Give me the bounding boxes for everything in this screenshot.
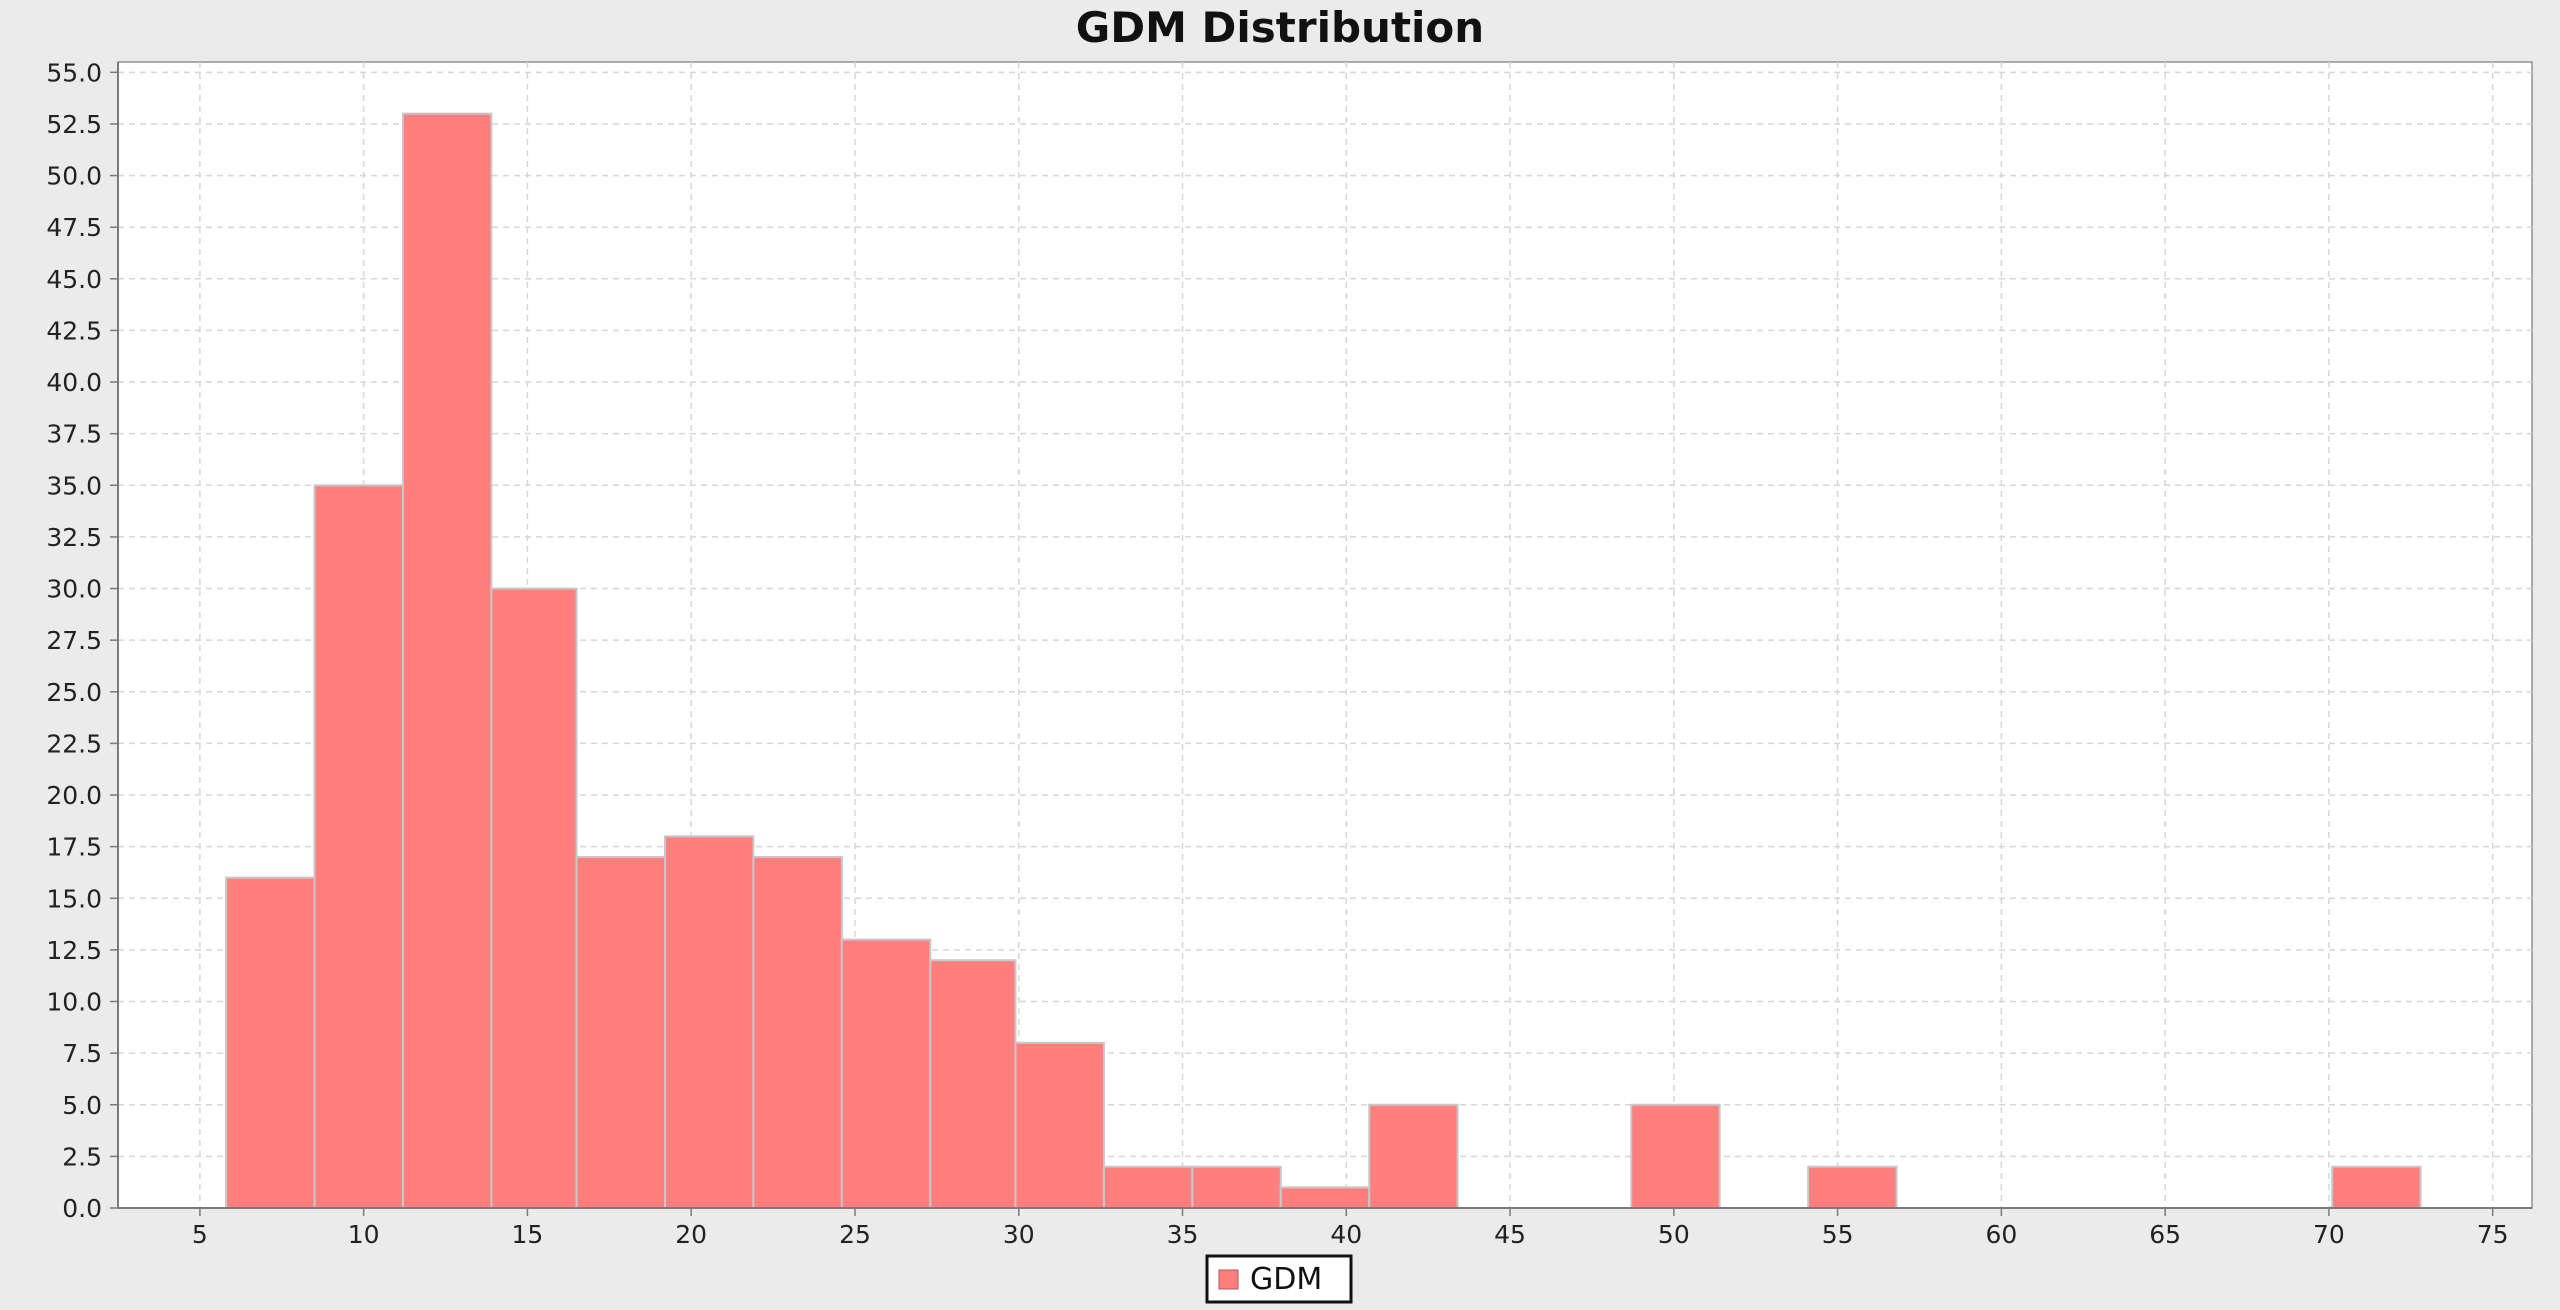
grid-lines: [118, 62, 2532, 1208]
histogram-bar: [840, 938, 932, 1209]
y-tick-label: 0.0: [62, 1194, 102, 1223]
y-tick-label: 10.0: [46, 988, 102, 1017]
y-tick-label: 7.5: [62, 1039, 102, 1068]
histogram-bars: [225, 112, 2422, 1210]
x-tick-label: 50: [1658, 1220, 1690, 1249]
y-tick-label: 52.5: [46, 110, 102, 139]
histogram-bar: [752, 855, 843, 1209]
x-tick-label: 40: [1330, 1220, 1362, 1249]
y-tick-label: 42.5: [46, 316, 102, 345]
x-tick-label: 45: [1494, 1220, 1526, 1249]
histogram-bar: [2331, 1165, 2422, 1210]
legend-swatch-gdm: [1218, 1269, 1239, 1290]
axes: 5 10 15 20 25 30 35 40 45 50 55 60 65 70 75 0.0 2.5 5.0 7.…: [46, 58, 2532, 1249]
y-tick-label: 22.5: [46, 729, 102, 758]
y-tick-label: 47.5: [46, 213, 102, 242]
histogram-bar: [313, 484, 404, 1209]
y-tick-label: 12.5: [46, 936, 102, 965]
histogram-bar: [663, 835, 755, 1210]
y-tick-label: 15.0: [46, 884, 102, 913]
y-tick-label: 25.0: [46, 678, 102, 707]
histogram-bar: [1279, 1186, 1371, 1209]
x-tick-label: 5: [192, 1220, 208, 1249]
x-tick-label: 25: [839, 1220, 871, 1249]
y-tick-label: 37.5: [46, 420, 102, 449]
x-tick-label: 30: [1003, 1220, 1035, 1249]
histogram-bar: [401, 112, 493, 1210]
y-tick-label: 55.0: [46, 58, 102, 87]
y-tick-label: 50.0: [46, 162, 102, 191]
histogram-bar: [1807, 1165, 1898, 1210]
y-tick-label: 30.0: [46, 575, 102, 604]
x-tick-label: 15: [512, 1220, 544, 1249]
x-tick-label: 20: [675, 1220, 707, 1249]
chart-title: GDM Distribution: [1076, 3, 1484, 52]
legend: GDM: [1205, 1254, 1353, 1304]
histogram-bar: [1014, 1041, 1105, 1209]
histogram-bar: [929, 959, 1017, 1209]
x-tick-label: 75: [2477, 1220, 2509, 1249]
histogram-bar: [490, 587, 578, 1209]
histogram-bar: [225, 876, 316, 1210]
x-tick-label: 55: [1822, 1220, 1854, 1249]
histogram-bar: [575, 855, 666, 1209]
y-tick-label: 20.0: [46, 781, 102, 810]
x-tick-label: 60: [1985, 1220, 2017, 1249]
x-tick-label: 70: [2313, 1220, 2345, 1249]
y-tick-label: 32.5: [46, 523, 102, 552]
histogram-bar: [1630, 1103, 1721, 1209]
y-tick-label: 40.0: [46, 368, 102, 397]
histogram-bar: [1368, 1103, 1459, 1209]
y-tick-label: 35.0: [46, 471, 102, 500]
legend-label-gdm: GDM: [1250, 1262, 1322, 1297]
histogram-bar: [1102, 1165, 1194, 1210]
x-tick-label: 10: [348, 1220, 380, 1249]
y-tick-label: 45.0: [46, 265, 102, 294]
y-tick-label: 27.5: [46, 626, 102, 655]
x-tick-label: 35: [1167, 1220, 1199, 1249]
y-tick-label: 5.0: [62, 1091, 102, 1120]
y-tick-label: 17.5: [46, 833, 102, 862]
x-tick-label: 65: [2149, 1220, 2181, 1249]
histogram-bar: [1191, 1165, 1282, 1210]
y-tick-label: 2.5: [62, 1142, 102, 1171]
